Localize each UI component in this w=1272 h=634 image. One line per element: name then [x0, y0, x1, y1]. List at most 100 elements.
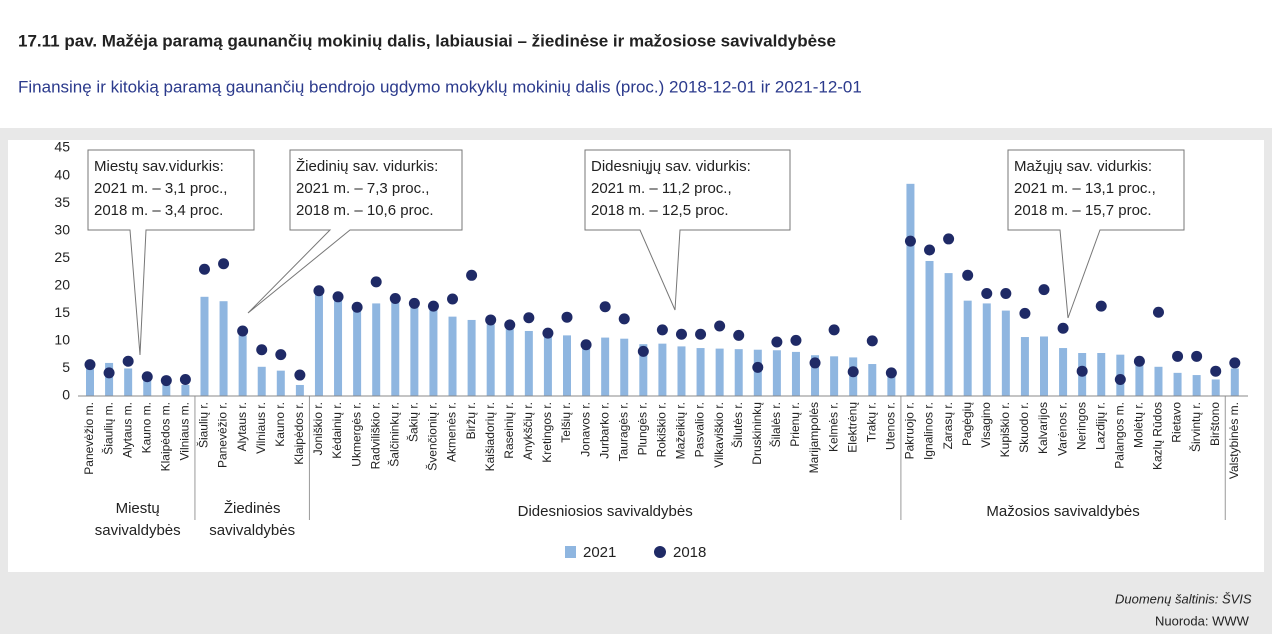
bar: [639, 344, 648, 396]
bar: [1040, 336, 1048, 396]
group-label: Žiedinės: [224, 500, 281, 517]
callout-text: Mažųjų sav. vidurkis:: [1014, 158, 1152, 175]
bar: [1020, 337, 1029, 396]
bar: [143, 379, 152, 396]
x-tick-label: Prienų r.: [788, 402, 802, 447]
dot: [103, 367, 115, 379]
x-tick-label: Šiaulių r.: [196, 402, 211, 448]
bar: [811, 355, 820, 396]
x-tick-label: Plungės r.: [635, 402, 649, 455]
bar: [524, 330, 533, 396]
x-tick-label: Kazlų Rūdos: [1151, 402, 1165, 470]
dot: [599, 301, 611, 313]
dot: [924, 244, 936, 256]
bar: [582, 343, 591, 396]
bar: [906, 183, 915, 396]
dot: [275, 349, 287, 361]
bar: [467, 319, 476, 396]
bar: [448, 316, 457, 396]
group-label: savivaldybės: [209, 522, 295, 539]
x-tick-label: Molėtų r.: [1132, 402, 1146, 448]
group-label: Mažosios savivaldybės: [986, 503, 1139, 520]
dot: [122, 355, 134, 367]
dot: [237, 325, 249, 337]
bar: [601, 337, 610, 396]
dot: [485, 314, 497, 326]
bar: [86, 365, 94, 396]
bar: [257, 366, 266, 396]
bar: [1173, 372, 1182, 396]
x-tick-label: Rietavo: [1170, 402, 1184, 443]
dot: [198, 263, 210, 275]
x-tick-label: Zarasų r.: [941, 402, 955, 449]
bar: [334, 297, 343, 396]
dot: [790, 334, 802, 346]
bar: [429, 310, 438, 396]
bar: [353, 309, 362, 396]
y-tick-label: 25: [54, 249, 70, 265]
x-tick-label: Neringos: [1074, 402, 1088, 450]
dot: [1229, 357, 1241, 369]
dot: [637, 345, 649, 357]
dot: [1057, 322, 1069, 334]
x-tick-label: Utenos r.: [884, 402, 898, 450]
x-tick-label: Panevėžio m.: [82, 402, 96, 475]
x-tick-label: Švenčionių r.: [425, 402, 440, 471]
x-tick-label: Biržų r.: [464, 402, 478, 439]
y-tick-label: 40: [54, 166, 70, 182]
bar: [238, 335, 247, 396]
x-tick-label: Kelmės r.: [826, 402, 840, 452]
x-tick-label: Ukmergės r.: [349, 402, 363, 467]
y-tick-label: 30: [54, 221, 70, 237]
bar: [314, 288, 323, 396]
dot: [256, 344, 268, 356]
dot: [351, 301, 363, 313]
dot: [1172, 350, 1184, 362]
bar: [868, 364, 877, 396]
y-tick-label: 10: [54, 332, 70, 348]
callout-text: 2018 m. – 12,5 proc.: [591, 202, 729, 219]
bar: [677, 346, 686, 396]
callout-text: 2018 m. – 3,4 proc.: [94, 202, 223, 219]
dot: [447, 293, 459, 305]
x-tick-label: Trakų r.: [864, 402, 878, 442]
dot: [427, 300, 439, 312]
bar: [1001, 310, 1010, 396]
x-tick-label: Kaišiadorių r.: [483, 402, 497, 471]
x-tick-label: Šiaulių m.: [100, 402, 115, 455]
dot: [771, 336, 783, 348]
x-tick-label: Marijampolės: [807, 402, 821, 473]
dot: [675, 328, 687, 340]
dot: [504, 319, 516, 331]
callout-text: Miestų sav.vidurkis:: [94, 158, 224, 175]
y-tick-label: 20: [54, 276, 70, 292]
dot: [523, 312, 535, 324]
group-label: Miestų: [116, 500, 160, 517]
dot: [141, 371, 153, 383]
x-tick-label: Jurbarko r.: [597, 402, 611, 459]
dot: [904, 235, 916, 247]
dot: [866, 335, 878, 347]
x-tick-label: Valstybinės m.: [1227, 402, 1241, 479]
bar: [543, 333, 552, 396]
bar: [486, 324, 495, 396]
dot: [1095, 300, 1107, 312]
y-tick-label: 0: [62, 387, 70, 403]
bar: [162, 384, 171, 396]
x-tick-label: Pasvalio r.: [693, 402, 707, 457]
x-tick-label: Šakių r.: [406, 402, 421, 442]
bar: [1059, 348, 1068, 396]
dot: [1000, 287, 1012, 299]
bar: [410, 306, 419, 396]
x-tick-label: Ignalinos r.: [922, 402, 936, 460]
bar: [372, 303, 381, 396]
dot: [561, 311, 573, 323]
dot: [160, 375, 172, 387]
dot: [389, 292, 401, 304]
callout-text: 2018 m. – 15,7 proc.: [1014, 202, 1152, 219]
callout-text: Didesnių̧jų sav. vidurkis:: [591, 158, 751, 175]
bar: [963, 300, 972, 396]
bar: [1154, 366, 1163, 396]
dot: [580, 339, 592, 351]
